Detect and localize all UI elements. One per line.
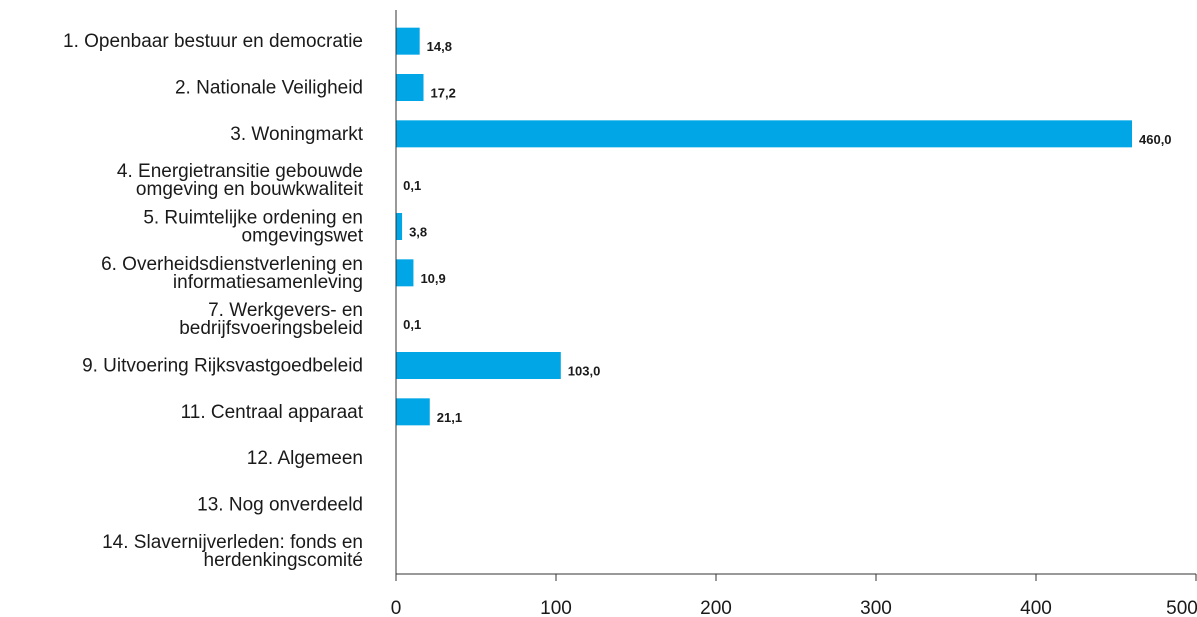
bar	[396, 27, 420, 55]
category-label: 1. Openbaar bestuur en democratie	[63, 31, 363, 52]
category-label: 13. Nog onverdeeld	[197, 495, 363, 516]
category-labels-group: 1. Openbaar bestuur en democratie 2. Nati…	[63, 31, 364, 571]
x-ticks-group: 0 100 200 300 400 500	[391, 574, 1197, 617]
category-label: 12. Algemeen	[247, 448, 363, 469]
bar	[396, 259, 414, 287]
value-label: 14,8	[427, 39, 452, 54]
value-label: 21,1	[437, 410, 462, 425]
value-labels-group: 14,8 17,2 460,0 0,1 3,8 10,9 0,1 103,0 21,1	[403, 39, 1171, 425]
x-tick-label: 500	[1166, 598, 1197, 617]
category-label: 14. Slavernijverleden: fonds en herdenkin…	[102, 532, 363, 571]
x-tick-label: 200	[700, 598, 732, 617]
value-label: 460,0	[1139, 132, 1172, 147]
category-label: 3. Woningmarkt	[230, 124, 363, 145]
category-label: 5. Ruimtelijke ordening en omgevingswet	[143, 208, 363, 247]
x-tick-label: 0	[391, 598, 402, 617]
value-label: 10,9	[420, 271, 445, 286]
category-label: 7. Werkgevers- en bedrijfsvoeringsbeleid	[179, 300, 363, 339]
bar	[396, 213, 403, 240]
value-label: 3,8	[409, 225, 427, 240]
bar	[396, 74, 424, 101]
x-tick-label: 100	[540, 598, 572, 617]
category-label: 6. Overheidsdienstverlening en informatie…	[101, 254, 363, 293]
bars-group	[396, 27, 1132, 426]
value-label: 0,1	[403, 317, 421, 332]
x-tick-label: 300	[860, 598, 892, 617]
x-tick-label: 400	[1020, 598, 1052, 617]
bar	[396, 120, 1132, 148]
category-label: 11. Centraal apparaat	[181, 402, 364, 423]
bar	[396, 398, 430, 426]
category-label: 4. Energietransitie gebouwde omgeving en …	[117, 161, 364, 200]
bar	[396, 352, 561, 379]
category-label: 2. Nationale Veiligheid	[175, 78, 363, 99]
value-label: 103,0	[568, 364, 601, 379]
value-label: 17,2	[431, 86, 456, 101]
value-label: 0,1	[403, 178, 421, 193]
category-label: 9. Uitvoering Rijksvastgoedbeleid	[82, 356, 363, 377]
